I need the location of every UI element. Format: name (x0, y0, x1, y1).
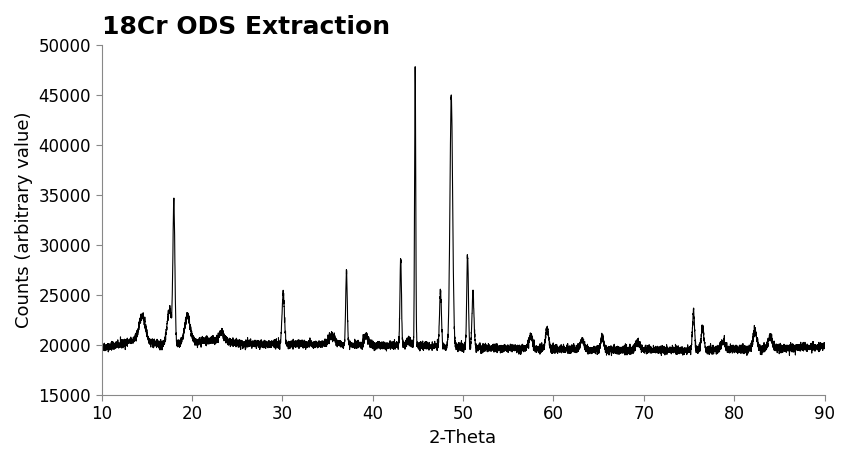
X-axis label: 2-Theta: 2-Theta (429, 429, 497, 447)
Y-axis label: Counts (arbitrary value): Counts (arbitrary value) (15, 112, 33, 328)
Text: 18Cr ODS Extraction: 18Cr ODS Extraction (102, 15, 389, 39)
